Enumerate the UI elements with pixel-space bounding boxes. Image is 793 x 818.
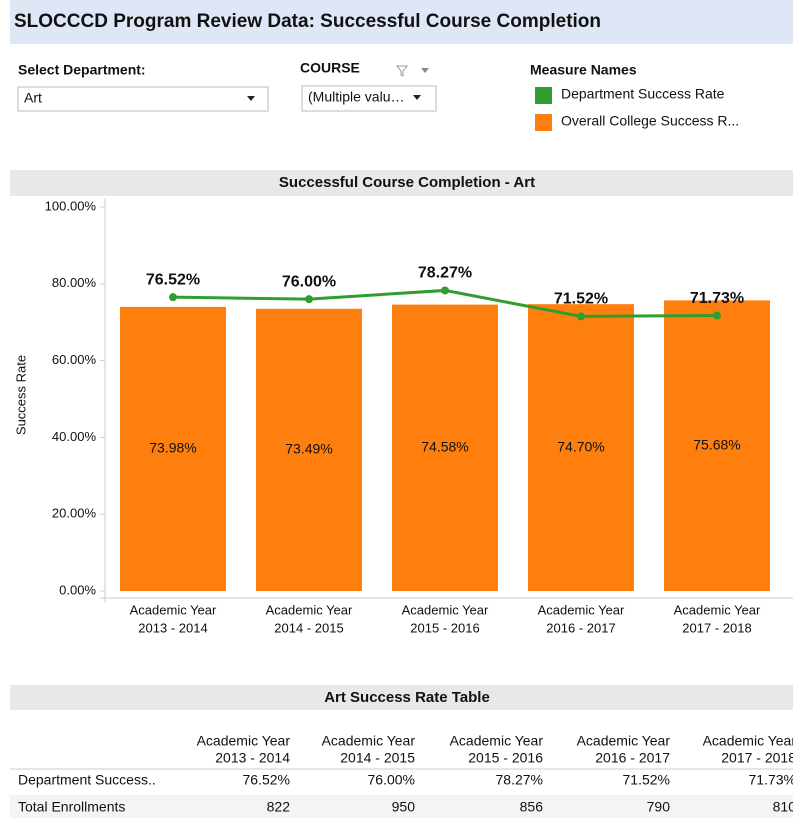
bar-value-label: 73.98% [149,440,196,456]
x-tick-label: 2017 - 2018 [682,620,751,635]
y-tick-label: 20.00% [52,506,97,521]
chart-title-band [10,170,793,196]
page-title: SLOCCCD Program Review Data: Successful … [14,11,601,32]
x-tick-label: Academic Year [266,602,353,617]
bar-value-label: 75.68% [693,436,740,452]
column-header: 2015 - 2016 [468,750,543,766]
dropdown-value: Art [24,90,42,106]
row-band [10,795,793,818]
table-cell: 950 [392,799,416,815]
filter-icon[interactable] [395,65,409,77]
y-tick-label: 80.00% [52,275,97,290]
y-tick-label: 100.00% [45,198,97,213]
dropdown-value: (Multiple valu… [308,89,404,105]
table-cell: 790 [647,799,671,815]
bar [120,306,226,591]
x-tick-label: Academic Year [130,602,217,617]
line-point [305,295,313,304]
table-title: Art Success Rate Table [324,689,490,706]
table-cell: 71.52% [623,772,670,788]
row-label: Department Success.. [18,772,156,788]
course-dropdown[interactable] [301,85,437,112]
y-tick-label: 0.00% [59,582,96,597]
legend-swatch [535,114,552,131]
bar [256,308,362,591]
legend-title: Measure Names [530,62,637,78]
column-header: Academic Year [450,733,544,749]
x-tick-label: Academic Year [402,602,489,617]
x-tick-label: 2013 - 2014 [138,620,207,635]
line-value-label: 71.52% [554,291,608,308]
line-value-label: 76.00% [282,273,336,290]
bar-value-label: 73.49% [285,441,332,457]
line-value-label: 76.52% [146,271,200,288]
table-title-band [10,685,793,710]
column-header: 2016 - 2017 [595,750,670,766]
bar [664,300,770,591]
x-tick-label: 2015 - 2016 [410,620,479,635]
x-tick-label: 2016 - 2017 [546,620,615,635]
bar [392,304,498,591]
column-header: 2017 - 2018 [721,750,793,766]
line-value-label: 71.73% [690,290,744,307]
row-label: Total Enrollments [18,799,125,815]
table-cell: 856 [520,799,544,815]
column-header: 2013 - 2014 [215,750,290,766]
dropdown-arrow [247,96,255,101]
line-point [169,293,177,302]
y-tick-label: 60.00% [52,352,97,367]
legend-label: Overall College Success R... [561,113,739,129]
bar-value-label: 74.58% [421,439,468,455]
column-header: Academic Year [197,733,291,749]
menu-arrow[interactable] [421,68,429,73]
table-cell: 76.52% [243,772,290,788]
bar-value-label: 74.70% [557,438,604,454]
table-cell: 78.27% [496,772,543,788]
column-header: Academic Year [703,733,793,749]
table-cell: 822 [267,799,291,815]
table-cell: 810 [773,799,793,815]
x-tick-label: 2014 - 2015 [274,620,343,635]
y-tick-label: 40.00% [52,429,97,444]
bar [528,304,634,591]
dropdown-arrow [413,95,421,100]
column-header: Academic Year [322,733,416,749]
column-header: Academic Year [577,733,671,749]
x-tick-label: Academic Year [538,602,625,617]
line-point [713,311,721,320]
x-tick-label: Academic Year [674,602,761,617]
column-header: 2014 - 2015 [340,750,415,766]
y-axis-label: Success Rate [13,355,28,435]
filter-label: Select Department: [18,62,146,78]
legend-swatch [535,87,552,104]
line-value-label: 78.27% [418,265,472,282]
legend-label: Department Success Rate [561,86,725,102]
table-cell: 71.73% [749,772,793,788]
line-point [577,312,585,321]
filter-label: COURSE [300,60,360,76]
department-dropdown[interactable] [17,86,269,112]
table-cell: 76.00% [368,772,415,788]
line-point [441,286,449,295]
chart-title: Successful Course Completion - Art [279,174,535,191]
header-band [10,0,793,44]
